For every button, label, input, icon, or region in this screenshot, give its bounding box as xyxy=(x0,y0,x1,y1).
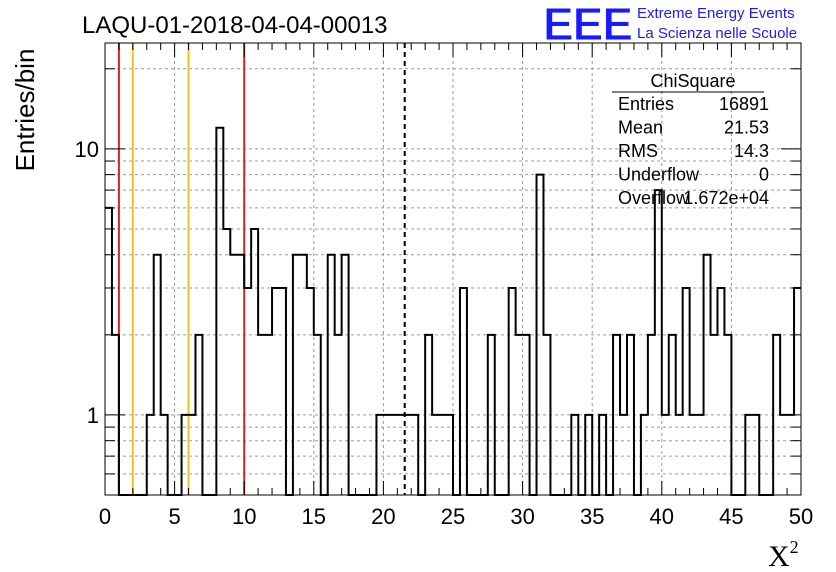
x-tick-label: 15 xyxy=(302,504,326,529)
stats-title: ChiSquare xyxy=(650,71,735,91)
stats-row-label: RMS xyxy=(618,141,658,161)
x-tick-label: 35 xyxy=(580,504,604,529)
chart-title: LAQU-01-2018-04-04-00013 xyxy=(82,12,388,39)
stats-row-value: 0 xyxy=(759,165,769,185)
x-tick-label: 30 xyxy=(510,504,534,529)
stats-row-value: 14.3 xyxy=(734,141,769,161)
stats-row-label: Overflow xyxy=(618,188,690,208)
x-axis-label-superscript: 2 xyxy=(790,537,799,557)
x-tick-label: 10 xyxy=(232,504,256,529)
stats-row-value: 1.672e+04 xyxy=(683,188,769,208)
x-tick-label: 50 xyxy=(789,504,813,529)
eee-logo-line1: Extreme Energy Events xyxy=(637,5,795,22)
stats-row-label: Underflow xyxy=(618,165,700,185)
stats-row-label: Mean xyxy=(618,118,663,138)
x-tick-label: 45 xyxy=(719,504,743,529)
x-tick-label: 20 xyxy=(371,504,395,529)
stats-row-label: Entries xyxy=(618,94,674,114)
axis-ticks xyxy=(104,43,802,496)
stats-row-value: 16891 xyxy=(719,94,769,114)
eee-logo-mark: EEE xyxy=(543,0,632,50)
eee-logo: EEE Extreme Energy Events La Scienza nel… xyxy=(543,0,798,51)
x-axis-label-main: X xyxy=(768,540,790,572)
y-tick-label: 10 xyxy=(75,137,99,162)
y-tick-label: 1 xyxy=(87,403,99,428)
x-tick-label: 25 xyxy=(441,504,465,529)
stats-box: ChiSquare Entries 16891 Mean 21.53 RMS 14.3 Un… xyxy=(612,71,769,208)
tick-labels: 0 5 10 15 20 25 30 35 40 45 50 1 10 xyxy=(75,137,814,529)
reference-lines xyxy=(117,43,406,495)
y-axis-label: Entries/bin xyxy=(10,49,40,172)
x-tick-label: 40 xyxy=(650,504,674,529)
x-tick-label: 5 xyxy=(168,504,180,529)
x-tick-label: 0 xyxy=(99,504,111,529)
x-axis-label: X2 xyxy=(768,537,799,572)
stats-row-value: 21.53 xyxy=(724,118,769,138)
eee-logo-line2: La Scienza nelle Scuole xyxy=(637,25,797,42)
